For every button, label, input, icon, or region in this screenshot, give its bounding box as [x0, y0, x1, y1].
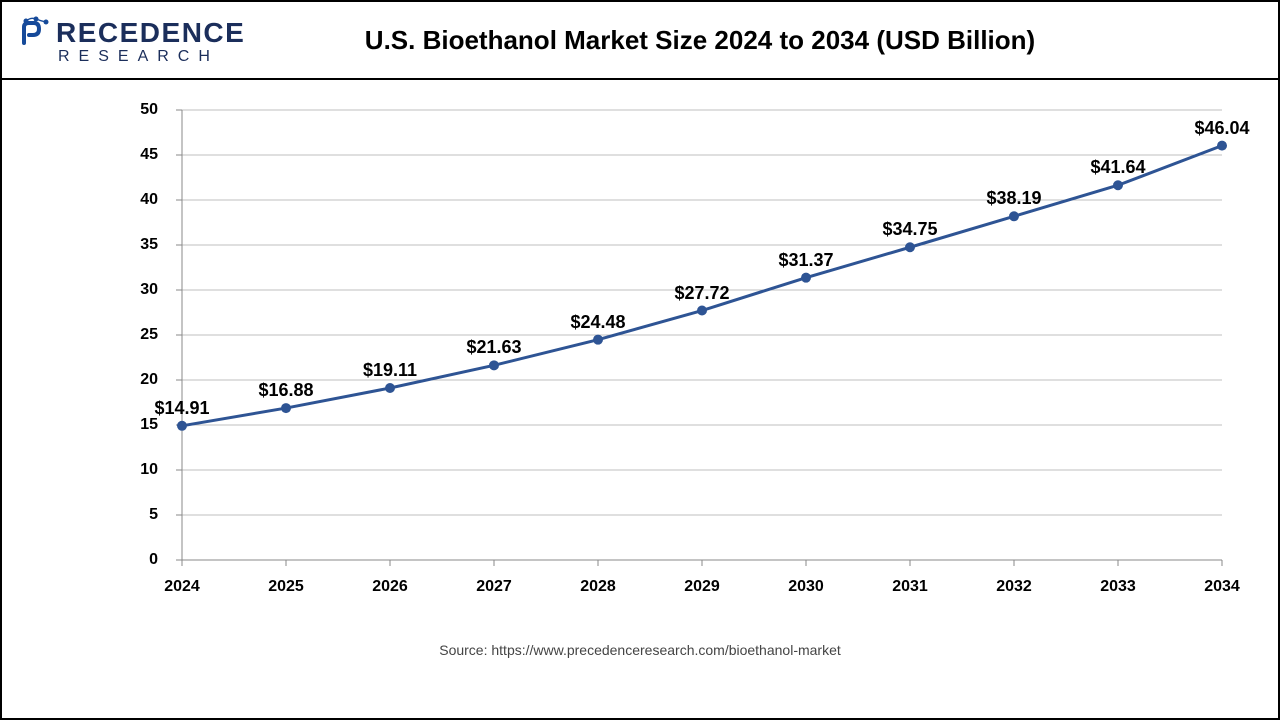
data-point-label: $16.88 — [258, 380, 313, 401]
y-axis-tick-label: 40 — [140, 191, 158, 209]
y-axis-tick-label: 0 — [149, 551, 158, 569]
data-point-label: $21.63 — [466, 337, 521, 358]
line-chart-canvas — [2, 80, 1278, 640]
x-axis-tick-label: 2026 — [372, 578, 408, 596]
y-axis-tick-label: 45 — [140, 146, 158, 164]
data-point-label: $14.91 — [154, 398, 209, 419]
data-point-label: $31.37 — [778, 250, 833, 271]
data-point-label: $46.04 — [1194, 118, 1249, 139]
y-axis-tick-label: 10 — [140, 461, 158, 479]
header: RECEDENCE RESEARCH U.S. Bioethanol Marke… — [2, 2, 1278, 80]
data-point-label: $27.72 — [674, 283, 729, 304]
x-axis-tick-label: 2030 — [788, 578, 824, 596]
data-point-label: $38.19 — [986, 188, 1041, 209]
x-axis-tick-label: 2029 — [684, 578, 720, 596]
x-axis-tick-label: 2034 — [1204, 578, 1240, 596]
x-axis-tick-label: 2027 — [476, 578, 512, 596]
x-axis-tick-label: 2031 — [892, 578, 928, 596]
y-axis-tick-label: 50 — [140, 101, 158, 119]
y-axis-tick-label: 30 — [140, 281, 158, 299]
x-axis-tick-label: 2033 — [1100, 578, 1136, 596]
source-text: Source: https://www.precedenceresearch.c… — [2, 642, 1278, 658]
y-axis-tick-label: 5 — [149, 506, 158, 524]
y-axis-tick-label: 25 — [140, 326, 158, 344]
x-axis-tick-label: 2025 — [268, 578, 304, 596]
x-axis-tick-label: 2024 — [164, 578, 200, 596]
data-point-label: $34.75 — [882, 219, 937, 240]
y-axis-tick-label: 35 — [140, 236, 158, 254]
y-axis-tick-label: 20 — [140, 371, 158, 389]
data-point-label: $19.11 — [363, 360, 417, 381]
chart-title: U.S. Bioethanol Market Size 2024 to 2034… — [140, 25, 1260, 56]
chart-area: Source: https://www.precedenceresearch.c… — [2, 80, 1278, 670]
data-point-label: $24.48 — [570, 312, 625, 333]
x-axis-tick-label: 2028 — [580, 578, 616, 596]
logo-mark-icon — [20, 15, 54, 52]
x-axis-tick-label: 2032 — [996, 578, 1032, 596]
data-point-label: $41.64 — [1090, 157, 1145, 178]
